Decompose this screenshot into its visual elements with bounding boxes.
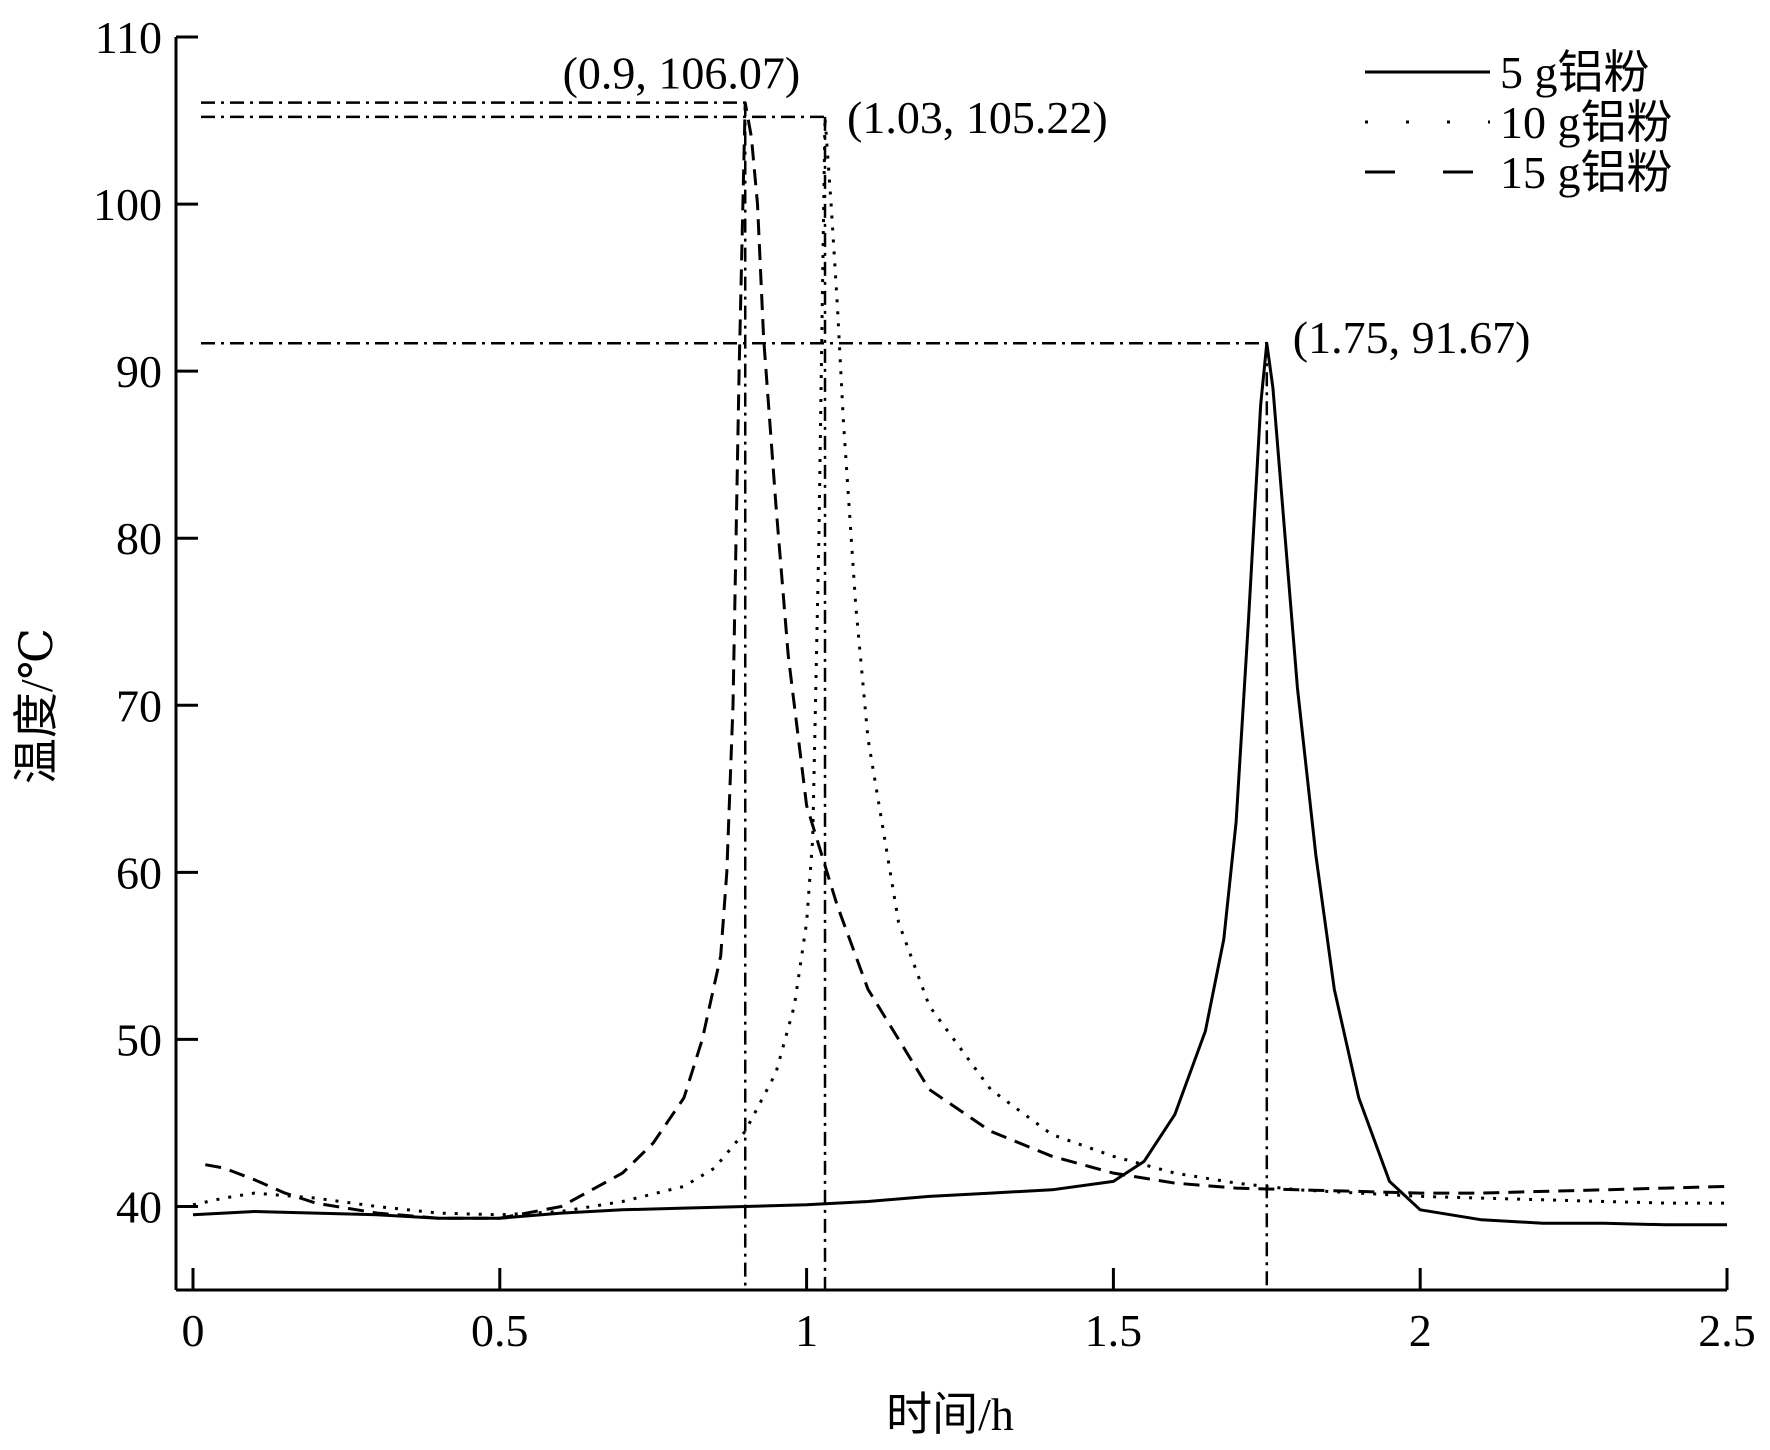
y-tick-label: 60: [116, 847, 162, 898]
x-tick-label: 2.5: [1698, 1305, 1756, 1356]
y-tick-label: 80: [116, 513, 162, 564]
peak-label: (1.03, 105.22): [847, 92, 1108, 143]
y-tick-label: 100: [93, 179, 162, 230]
x-tick-label: 0.5: [471, 1305, 529, 1356]
y-tick-label: 90: [116, 346, 162, 397]
series-lines: [192, 101, 1728, 1227]
series-line-1: [192, 341, 1727, 1227]
x-axis-label: 时间/h: [886, 1389, 1014, 1440]
x-tick-label: 0: [182, 1305, 205, 1356]
axes: 40 50 60 70 80 90 100 110 0 0.5 1 1.5 2 2.5: [93, 12, 1756, 1356]
x-tick-label: 1.5: [1085, 1305, 1143, 1356]
y-tick-label: 50: [116, 1014, 162, 1065]
series-line-3: [205, 101, 1728, 1220]
peak-annotations: (0.9, 106.07) (1.03, 105.22) (1.75, 91.67): [563, 48, 1531, 364]
x-tick-label: 1: [795, 1305, 818, 1356]
y-axis-label: 温度/℃: [11, 628, 62, 784]
y-tick-label: 40: [116, 1181, 162, 1232]
peak-label: (1.75, 91.67): [1293, 312, 1531, 363]
y-tick-label: 70: [116, 680, 162, 731]
legend-label: 10 g铝粉: [1500, 97, 1673, 148]
series-line-2: [192, 115, 1727, 1217]
legend-label: 15 g铝粉: [1500, 147, 1673, 198]
peak-label: (0.9, 106.07): [563, 48, 801, 99]
x-tick-label: 2: [1409, 1305, 1432, 1356]
peak-guide-lines: [201, 101, 1269, 1290]
y-tick-label: 110: [95, 12, 162, 63]
legend-label: 5 g铝粉: [1500, 47, 1650, 98]
